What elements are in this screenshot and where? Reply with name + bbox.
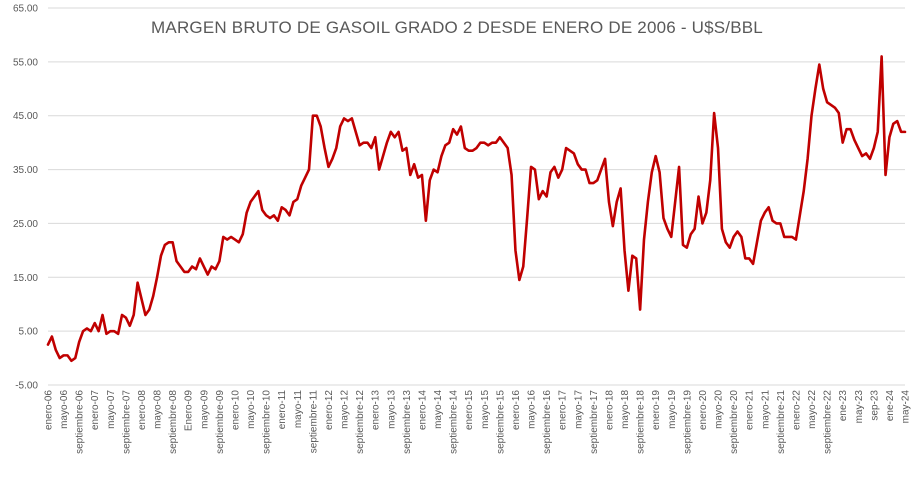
x-tick-label: septiembre-07 — [121, 390, 132, 454]
x-tick-label: ene-23 — [838, 390, 849, 422]
x-tick-label: enero-18 — [604, 390, 615, 430]
x-tick-label: mayo-13 — [386, 390, 397, 429]
x-tick-label: septiembre-22 — [823, 390, 834, 454]
x-tick-label: septiembre-11 — [308, 390, 319, 454]
x-tick-label: enero-17 — [558, 390, 569, 430]
x-tick-label: mayo-11 — [293, 390, 304, 429]
x-tick-label: mayo-20 — [714, 390, 725, 429]
x-tick-label: septiembre-16 — [542, 390, 553, 454]
x-tick-label: enero-16 — [511, 390, 522, 430]
x-tick-label: septiembre-12 — [355, 390, 366, 454]
x-tick-label: mayo-09 — [199, 390, 210, 429]
x-tick-label: enero-20 — [698, 390, 709, 430]
y-tick-label: -5.00 — [15, 381, 38, 392]
x-tick-label: enero-06 — [44, 390, 55, 430]
x-tick-label: septiembre-08 — [168, 390, 179, 454]
y-tick-label: 15.00 — [13, 273, 38, 284]
x-tick-label: Enero-09 — [184, 390, 195, 432]
x-tick-label: enero-11 — [277, 390, 288, 430]
x-tick-label: enero-13 — [371, 390, 382, 430]
y-tick-label: 25.00 — [13, 219, 38, 230]
chart-title: MARGEN BRUTO DE GASOIL GRADO 2 DESDE ENE… — [151, 18, 763, 37]
x-tick-label: septiembre-13 — [402, 390, 413, 454]
x-tick-label: sep-23 — [869, 390, 880, 421]
x-tick-label: mayo-16 — [527, 390, 538, 429]
x-tick-label: enero-07 — [90, 390, 101, 430]
y-tick-label: 5.00 — [19, 327, 39, 338]
x-tick-label: mayo-21 — [760, 390, 771, 429]
x-tick-label: septiembre-15 — [495, 390, 506, 454]
y-axis-ticks: -5.00 5.00 15.00 25.00 35.00 45.00 55.00 65.00 — [13, 4, 38, 392]
x-tick-label: septiembre-21 — [776, 390, 787, 454]
x-tick-label: may-23 — [854, 390, 865, 424]
x-tick-label: enero-08 — [137, 390, 148, 430]
grid-layer — [48, 7, 905, 386]
x-tick-label: mayo-10 — [246, 390, 257, 429]
x-tick-label: septiembre-10 — [262, 390, 273, 454]
x-tick-label: may-24 — [901, 390, 912, 424]
x-tick-label: septiembre-09 — [215, 390, 226, 454]
x-tick-label: mayo-22 — [807, 390, 818, 429]
x-tick-label: enero-12 — [324, 390, 335, 430]
x-axis-ticks: enero-06 mayo-06 septiembre-06 enero-07 mayo… — [44, 390, 912, 454]
x-tick-label: mayo-12 — [340, 390, 351, 429]
x-tick-label: mayo-18 — [620, 390, 631, 429]
y-tick-label: 55.00 — [13, 57, 38, 68]
x-tick-label: septiembre-19 — [682, 390, 693, 454]
series-line — [46, 55, 907, 363]
x-tick-label: enero-15 — [464, 390, 475, 430]
x-tick-label: mayo-07 — [106, 390, 117, 429]
y-tick-label: 45.00 — [13, 111, 38, 122]
series-layer — [46, 55, 907, 363]
x-tick-label: mayo-15 — [480, 390, 491, 429]
x-tick-label: mayo-17 — [573, 390, 584, 429]
x-tick-label: mayo-19 — [667, 390, 678, 429]
x-tick-label: mayo-08 — [153, 390, 164, 429]
x-tick-label: enero-14 — [417, 390, 428, 430]
x-tick-label: enero-19 — [651, 390, 662, 430]
x-tick-label: septiembre-06 — [75, 390, 86, 454]
x-tick-label: septiembre-14 — [449, 390, 460, 454]
y-tick-label: 35.00 — [13, 165, 38, 176]
y-tick-label: 65.00 — [13, 4, 38, 15]
x-tick-label: enero-10 — [230, 390, 241, 430]
x-tick-label: septiembre-20 — [729, 390, 740, 454]
x-tick-label: septiembre-17 — [589, 390, 600, 454]
x-tick-label: mayo-06 — [59, 390, 70, 429]
x-tick-label: enero-21 — [745, 390, 756, 430]
x-tick-label: mayo-14 — [433, 390, 444, 429]
x-tick-label: septiembre-18 — [636, 390, 647, 454]
x-tick-label: enero-22 — [791, 390, 802, 430]
x-tick-label: ene-24 — [885, 390, 896, 422]
